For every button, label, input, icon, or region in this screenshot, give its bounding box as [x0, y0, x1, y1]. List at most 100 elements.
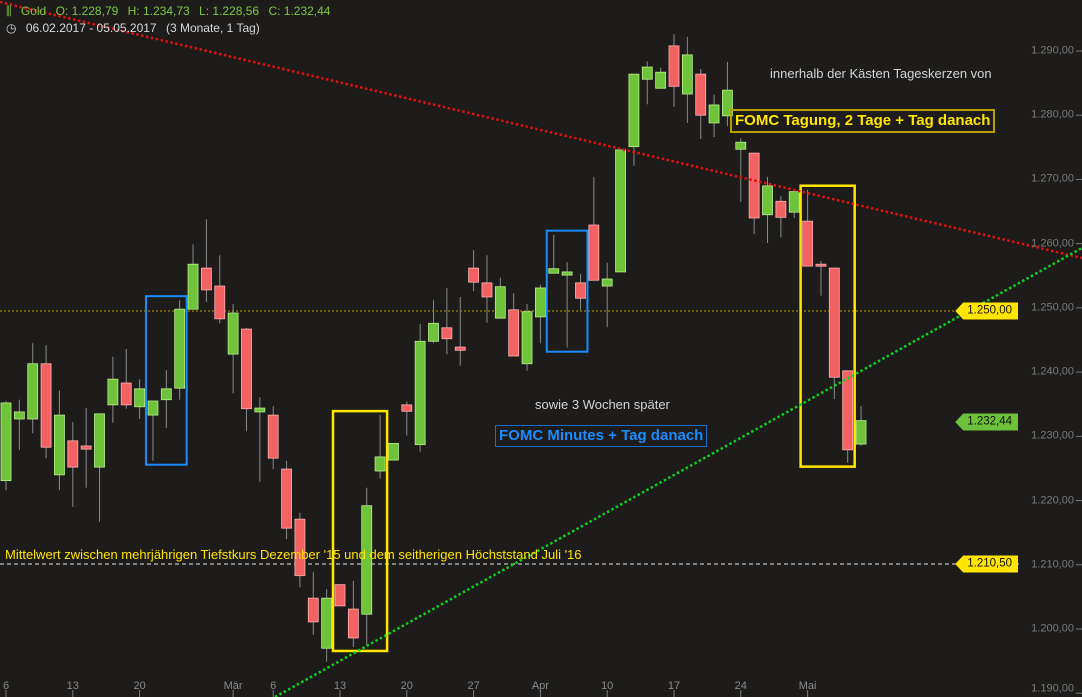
candle [388, 442, 399, 461]
x-tick-label: Apr [531, 680, 549, 692]
candle-body-down [281, 468, 292, 529]
candle-body-up [855, 420, 867, 445]
candle [174, 300, 186, 400]
candle-body-down [241, 328, 252, 410]
candle [54, 390, 65, 491]
candle [695, 68, 707, 139]
open-value: O: 1.228,79 [55, 4, 119, 18]
candle-body-down [80, 445, 92, 450]
candle-body-up [628, 73, 640, 148]
candle-body-down [588, 224, 600, 281]
candle [601, 262, 613, 328]
candle [80, 408, 92, 488]
candle [254, 397, 266, 482]
price-tag-last: 1.232,44 [955, 413, 1018, 431]
candle-body-up [94, 413, 105, 468]
candle [722, 61, 733, 127]
y-tick-label: 1.280,00 [1031, 108, 1074, 121]
price-tag-1250: 1.250,00 [955, 302, 1018, 320]
candle-body-down [828, 267, 840, 378]
candle [735, 138, 747, 202]
x-tick-label: 13 [333, 680, 347, 692]
x-tick-label: 24 [734, 680, 747, 692]
candle-body-down [481, 282, 493, 298]
candle-body-up [0, 402, 12, 482]
candle [214, 255, 226, 324]
candle-body-up [227, 312, 239, 355]
candle-body-down [668, 45, 680, 87]
candle-body-down [40, 363, 52, 448]
range-header: ◷ 06.02.2017 - 05.05.2017 (3 Monate, 1 T… [6, 21, 266, 35]
candle-body-down [842, 370, 854, 451]
x-tick-label: 10 [601, 680, 614, 692]
candle [120, 348, 132, 409]
candle-body-down [695, 73, 707, 116]
candle [655, 67, 667, 89]
fomc-minutes-label: FOMC Minutes + Tag danach [495, 425, 708, 447]
candle [748, 152, 760, 235]
candle [227, 304, 239, 394]
candle-body-up [107, 378, 119, 406]
candle-body-up [374, 456, 386, 472]
candle-body-up [722, 89, 733, 117]
x-tick-label: 20 [400, 680, 413, 692]
candle [802, 189, 813, 267]
candle-body-down [120, 382, 132, 406]
candle-body-down [815, 263, 827, 267]
note-top: innerhalb der Kästen Tageskerzen von [770, 66, 992, 81]
candle-body-up [254, 407, 266, 413]
candle-body-up [535, 287, 546, 318]
candle-body-up [147, 400, 159, 416]
candle-body-up [494, 286, 506, 319]
candle-body-up [27, 363, 39, 420]
candle-body-down [748, 152, 760, 219]
candlestick-icon: ⫼ [6, 4, 12, 18]
candle [40, 345, 52, 459]
candle-body-up [388, 442, 399, 461]
x-tick-label: 6 [270, 680, 277, 692]
date-range[interactable]: 06.02.2017 - 05.05.2017 [25, 21, 157, 35]
candle [468, 250, 480, 292]
resistance-trendline [0, 0, 1082, 260]
y-tick-label: 1.270,00 [1031, 172, 1074, 185]
support-trendline [274, 246, 1082, 697]
candle-body-up [428, 322, 439, 342]
candle-body-up [762, 185, 773, 216]
candle-body-up [174, 308, 186, 389]
high-value: H: 1.234,73 [127, 4, 190, 18]
candle-body-down [508, 309, 520, 357]
candle-body-down [347, 608, 359, 639]
instrument-name[interactable]: Gold [20, 4, 47, 18]
low-value: L: 1.228,56 [199, 4, 260, 18]
candle [855, 405, 867, 446]
candle-body-up [681, 54, 693, 95]
candle-body-up [54, 414, 65, 476]
candle [588, 176, 600, 281]
candle [67, 422, 79, 507]
candle [321, 589, 333, 662]
fomc_meeting-box [799, 184, 856, 468]
x-tick-label: Mär [223, 680, 243, 692]
y-tick-label: 1.240,00 [1031, 365, 1074, 378]
y-tick-label: 1.290,00 [1031, 44, 1074, 57]
candle-body-up [361, 505, 373, 615]
fomc_minutes-box [545, 229, 589, 353]
candle-body-up [708, 104, 720, 124]
candle-body-down [267, 414, 279, 459]
candle-body-up [187, 263, 199, 310]
x-tick-label: Mai [798, 680, 817, 692]
candle [428, 300, 439, 344]
candle [241, 327, 252, 432]
candle-body-up [655, 71, 667, 89]
candle [361, 487, 373, 646]
candle [561, 262, 573, 348]
y-tick-label: 1.220,00 [1031, 494, 1074, 507]
candle [521, 304, 533, 371]
candle [200, 219, 212, 303]
clock-icon: ◷ [6, 21, 17, 35]
y-tick-label: 1.230,00 [1031, 429, 1074, 442]
candle [828, 267, 840, 400]
candle-body-down [214, 285, 226, 320]
y-tick-label: 1.250,00 [1031, 301, 1074, 314]
candle [548, 234, 560, 274]
